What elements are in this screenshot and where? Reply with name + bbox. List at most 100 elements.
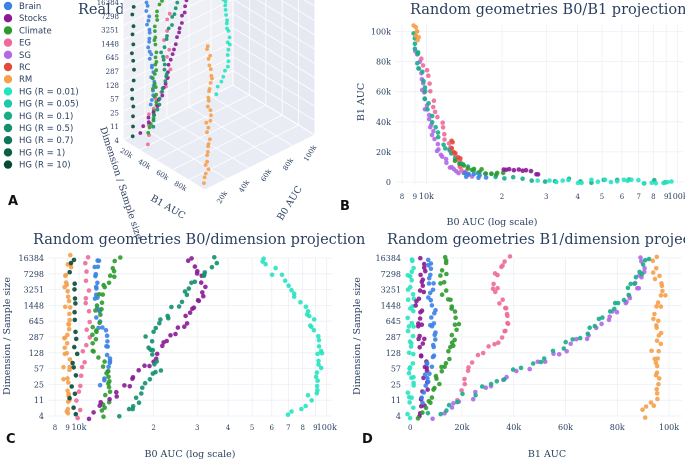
point-brain — [146, 45, 151, 50]
point-hg-r-0-01- — [225, 18, 230, 23]
panel-a: Real data vs random geometries 163847298… — [3, 0, 319, 241]
x-tick-label: 100k — [668, 192, 685, 201]
point-climate — [146, 130, 151, 135]
point-hg-r-0-01- — [589, 177, 594, 183]
point-hg-r-0-1- — [429, 113, 435, 119]
point-stocks — [114, 394, 119, 399]
point-hg-r-0-1- — [530, 361, 536, 366]
x-tick-label: 2 — [500, 193, 504, 201]
point-hg-r-0-01- — [669, 179, 674, 184]
point-climate — [106, 280, 112, 286]
point-hg-r-0-1- — [577, 335, 583, 341]
point-rm — [65, 289, 70, 294]
point-hg-r-0-01- — [307, 313, 312, 319]
point-sg — [440, 154, 445, 159]
panel-a-x-tick: 40k — [137, 158, 153, 172]
point-hg-r-0-5- — [143, 334, 148, 339]
panel-a-y-tick: 20k — [215, 189, 229, 205]
point-hg-r-0-5- — [182, 289, 188, 294]
point-stocks — [184, 0, 189, 3]
y-tick-label: 0 — [386, 178, 391, 187]
point-hg-r-0-1- — [422, 96, 428, 101]
point-rm — [64, 341, 70, 346]
point-brain — [95, 280, 100, 286]
point-rm — [663, 293, 668, 298]
panel-d-letter: D — [362, 432, 373, 447]
point-hg-r-0-1- — [502, 377, 507, 382]
point-rm — [67, 305, 73, 310]
point-climate — [96, 355, 101, 360]
point-climate — [154, 60, 159, 64]
point-rm — [209, 113, 213, 118]
point-climate — [90, 324, 95, 330]
point-hg-r-10- — [131, 24, 136, 29]
point-hg-r-10- — [130, 12, 135, 17]
point-climate — [443, 361, 449, 366]
point-brain — [428, 266, 434, 272]
point-hg-r-0-01- — [289, 409, 294, 414]
x-tick-label: 6 — [620, 193, 625, 201]
point-stocks — [413, 303, 419, 308]
point-eg — [165, 55, 169, 59]
point-rm — [208, 81, 213, 85]
point-hg-r-0-1- — [626, 292, 631, 298]
point-stocks — [419, 308, 425, 314]
point-climate — [101, 414, 106, 420]
point-hg-r-0-5- — [160, 86, 165, 91]
point-rm — [205, 44, 210, 48]
point-hg-r-0-5- — [164, 37, 169, 41]
point-climate — [154, 92, 159, 97]
point-hg-r-10- — [130, 51, 134, 56]
point-hg-r-0-1- — [429, 120, 435, 125]
point-hg-r-0-01- — [408, 284, 413, 290]
point-hg-r-0-01- — [226, 64, 230, 69]
point-hg-r-0-01- — [406, 394, 412, 400]
panel-c: Random geometries B0/dimension projectio… — [2, 232, 365, 460]
point-stocks — [528, 168, 534, 174]
point-hg-r-0-01- — [305, 393, 311, 398]
point-hg-r-0-1- — [628, 281, 633, 287]
point-rm — [648, 400, 654, 405]
point-rm — [643, 404, 649, 409]
point-brain — [106, 364, 111, 370]
point-eg — [502, 259, 507, 264]
point-eg — [84, 342, 89, 348]
point-stocks — [421, 261, 427, 267]
point-hg-r-0-5- — [161, 54, 166, 59]
point-sg — [426, 116, 432, 122]
point-hg-r-0-01- — [410, 333, 416, 339]
point-climate — [97, 320, 102, 326]
y-tick-label: 3251 — [381, 286, 401, 295]
point-hg-r-10- — [73, 411, 79, 417]
point-rm — [65, 332, 70, 338]
point-hg-r-10- — [73, 336, 79, 342]
point-sg — [636, 286, 642, 291]
point-rm — [61, 364, 66, 370]
panel-a-grid-line — [188, 0, 300, 181]
point-sg — [456, 170, 461, 176]
point-eg — [459, 167, 464, 173]
point-hg-r-0-01- — [409, 320, 415, 326]
point-rm — [67, 364, 72, 370]
panel-a-x-tick: 60k — [155, 169, 171, 183]
legend-marker — [3, 123, 13, 133]
point-stocks — [173, 42, 178, 47]
point-hg-r-0-01- — [223, 7, 228, 12]
point-hg-r-0-01- — [409, 257, 415, 262]
point-stocks — [198, 280, 204, 285]
point-hg-r-10- — [131, 124, 135, 129]
y-tick-label: 16384 — [19, 254, 44, 263]
panel-a-z-tick: 4 — [115, 137, 120, 145]
point-hg-r-0-1- — [615, 300, 621, 306]
point-hg-r-0-01- — [547, 178, 552, 183]
x-tick-label: 7 — [286, 424, 290, 432]
point-rm — [67, 357, 73, 362]
panel-a-z-tick: 11 — [110, 123, 119, 131]
x-tick-label: 8 — [53, 424, 57, 432]
point-stocks — [511, 167, 517, 173]
point-hg-r-0-01- — [224, 13, 229, 17]
x-tick-label: 40k — [506, 423, 521, 432]
point-sg — [584, 336, 590, 342]
point-hg-r-0-5- — [162, 67, 167, 72]
